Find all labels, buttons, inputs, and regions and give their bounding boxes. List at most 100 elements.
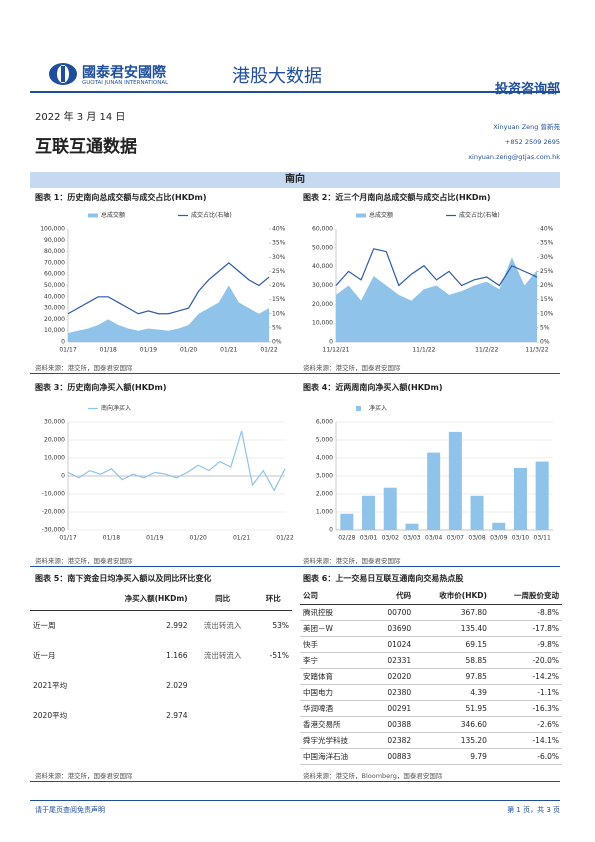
table-cell: 00388 — [387, 719, 412, 729]
bar — [535, 461, 549, 530]
table-cell: -17.8% — [532, 623, 559, 633]
y-tick-label: 100,000 — [40, 226, 65, 233]
rule — [30, 566, 560, 567]
legend-swatch — [356, 406, 361, 411]
bar — [427, 452, 441, 530]
y-tick-label: 40,000 — [312, 263, 333, 270]
table-cell: 03690 — [387, 623, 412, 633]
bar — [383, 487, 397, 530]
y2-tick-label: 30% — [540, 254, 554, 261]
header-cell: 收市价(HKD) — [439, 591, 487, 601]
table-cell: -8.8% — [537, 607, 559, 617]
table-row: 快手 01024 69.15 -9.8% — [300, 636, 562, 652]
dept: 投资咨询部 — [494, 82, 560, 97]
y-tick-label: 4,000 — [316, 455, 333, 462]
table-cell: 00883 — [387, 751, 412, 761]
x-tick-label: 01/18 — [100, 347, 117, 354]
x-tick-label: 01/19 — [146, 535, 163, 542]
y-tick-label: 40,000 — [44, 293, 65, 300]
table-cell: 香港交易所 — [303, 719, 341, 729]
y-tick-label: 0 — [61, 339, 65, 346]
section-bar: 南向 — [30, 172, 560, 188]
chart-title: 图表 2：近三个月南向总成交额与成交占比(HKDm) — [303, 193, 491, 202]
table-cell: 1.166 — [166, 650, 188, 660]
y2-tick-label: 0% — [272, 339, 282, 346]
table-row: 中国电力 02380 4.39 -1.1% — [300, 684, 562, 700]
y-tick-label: 90,000 — [44, 237, 65, 244]
table-cell: -14.1% — [532, 735, 559, 745]
table-cell: -1.1% — [537, 687, 559, 697]
table-cell: -2.6% — [537, 719, 559, 729]
y-tick-label: 10,000 — [44, 455, 65, 462]
table-title: 图表 5：南下资金日均净买入额以及同比环比变化 — [35, 574, 212, 583]
table-cell: 2.974 — [166, 710, 188, 720]
table-cell: 02380 — [387, 687, 412, 697]
logo-cn: 國泰君安國際 — [82, 65, 166, 81]
chart: 0 10,000 20,000 30,000 40,000 50,000 60,000 0% 5… — [312, 211, 554, 354]
y-tick-label: 70,000 — [44, 259, 65, 266]
chart: -30,000 -20,000 -10,000 0 10,000 20,000 30,000… — [42, 404, 294, 542]
table-cell: 舜宇光学科技 — [303, 735, 348, 745]
table-cell: 51.95 — [465, 703, 487, 713]
y-tick-label: 60,000 — [44, 271, 65, 278]
table-cell: 中国电力 — [303, 687, 333, 697]
legend-swatch — [356, 213, 366, 218]
bar — [492, 522, 506, 530]
chart-title: 图表 3：历史南向净买入额(HKDm) — [35, 383, 167, 392]
table-row: 舜宇光学科技 02382 135.20 -14.1% — [300, 732, 562, 748]
table-cell: 美团－W — [303, 623, 333, 633]
table-cell: 135.20 — [460, 735, 487, 745]
y-tick-label: 80,000 — [44, 248, 65, 255]
legend-swatch — [88, 213, 98, 218]
y2-tick-label: 25% — [540, 268, 554, 275]
table-cell — [255, 670, 292, 700]
table: 净买入额(HKDm) 同比 环比 近一周 2.992 流出转流入 53% 近一月 1.166 流出… — [30, 588, 292, 730]
page-number: 第 1 页，共 3 页 — [507, 806, 560, 814]
y-tick-label: 30,000 — [44, 419, 65, 426]
table-cell: -16.3% — [532, 703, 559, 713]
line — [67, 262, 270, 315]
header-cell: 同比 — [215, 594, 231, 604]
source: 资料来源：港交所，国泰君安国际 — [303, 557, 401, 565]
table-cell: 安踏体育 — [303, 671, 333, 681]
doc-title: 互联互通数据 — [35, 137, 137, 157]
table-cell: 58.85 — [465, 655, 487, 665]
header-cell: 净买入额(HKDm) — [124, 594, 188, 604]
table-cell: -51% — [269, 650, 289, 660]
table-cell: 01024 — [387, 639, 412, 649]
chart-title: 图表 4：近两周南向净买入额(HKDm) — [303, 383, 443, 392]
x-tick-label: 01/21 — [233, 535, 250, 542]
table-row: 华润啤酒 00291 51.95 -16.3% — [300, 700, 562, 716]
y-tick-label: -30,000 — [42, 527, 65, 534]
table-row: 2020平均 2.974 — [30, 700, 292, 730]
table-row: 中国海洋石油 00883 9.79 -6.0% — [300, 748, 562, 764]
chart: 0 10,000 20,000 30,000 40,000 50,000 60,000 70,… — [40, 211, 286, 354]
bar — [448, 431, 462, 530]
y-tick-label: 5,000 — [316, 437, 333, 444]
table-cell: 97.85 — [465, 671, 487, 681]
table-cell: -9.8% — [537, 639, 559, 649]
y-tick-label: 10,000 — [312, 320, 333, 327]
date: 2022 年 3 月 14 日 — [35, 112, 126, 123]
y-tick-label: 10,000 — [44, 327, 65, 334]
table-cell — [191, 700, 255, 730]
table-cell: 2020平均 — [33, 710, 68, 720]
x-tick-label: 03/08 — [468, 535, 485, 542]
legend-label: 总成交额 — [369, 211, 393, 219]
x-tick-label: 03/11 — [534, 535, 551, 542]
y2-tick-label: 25% — [272, 268, 286, 275]
header-cell — [30, 588, 89, 610]
bar — [470, 495, 484, 530]
table-cell: 腾讯控股 — [303, 607, 333, 617]
table-row: 2021平均 2.029 — [30, 670, 292, 700]
table-cell: 135.40 — [460, 623, 487, 633]
x-tick-label: 01/20 — [180, 347, 197, 354]
table-row: 李宁 02331 58.85 -20.0% — [300, 652, 562, 668]
x-tick-label: 01/20 — [190, 535, 207, 542]
y2-tick-label: 10% — [540, 310, 554, 317]
logo-mark — [49, 63, 77, 85]
y-tick-label: 0 — [329, 339, 333, 346]
bar — [362, 495, 376, 530]
header-row: 净买入额(HKDm) 同比 环比 — [30, 588, 292, 610]
